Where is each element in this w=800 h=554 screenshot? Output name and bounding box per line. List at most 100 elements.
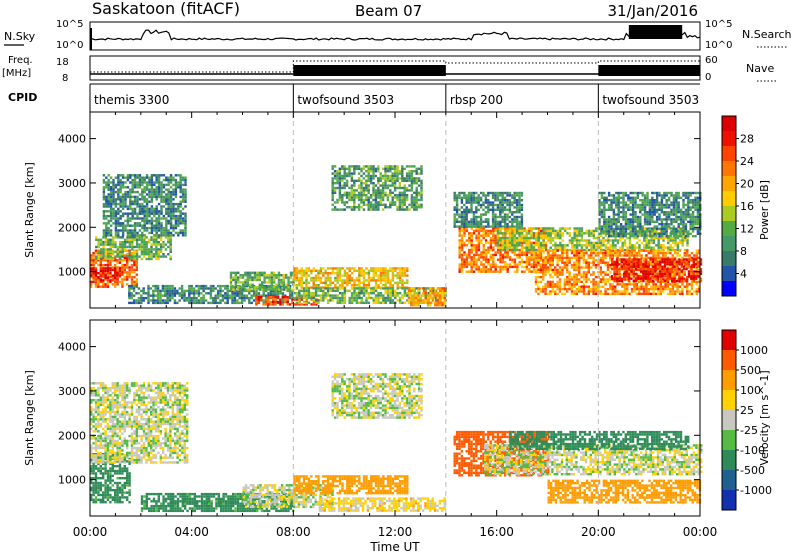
- data-cell: [472, 191, 476, 195]
- data-cell: [645, 236, 648, 240]
- data-cell: [561, 254, 564, 257]
- data-cell: [253, 274, 257, 277]
- data-cell: [165, 222, 168, 225]
- data-cell: [503, 246, 507, 249]
- data-cell: [109, 205, 113, 208]
- data-cell: [150, 198, 154, 201]
- data-cell: [360, 186, 363, 190]
- data-cell: [111, 257, 115, 261]
- data-cell: [475, 239, 478, 242]
- data-cell: [496, 244, 500, 247]
- data-cell: [224, 284, 227, 288]
- data-cell: [544, 256, 547, 260]
- data-cell: [487, 223, 490, 226]
- data-cell: [159, 238, 163, 241]
- data-cell: [590, 244, 593, 247]
- data-cell: [150, 257, 153, 261]
- data-cell: [515, 241, 519, 245]
- data-cell: [117, 212, 120, 215]
- data-cell: [566, 266, 569, 269]
- data-cell: [463, 220, 466, 223]
- data-cell: [123, 243, 127, 246]
- data-cell: [503, 213, 507, 216]
- data-cell: [558, 280, 562, 284]
- data-cell: [525, 260, 529, 264]
- data-cell: [513, 206, 516, 209]
- data-cell: [504, 256, 507, 259]
- data-cell: [148, 200, 151, 203]
- data-cell: [381, 196, 385, 199]
- data-cell: [279, 284, 282, 288]
- data-cell: [573, 232, 576, 235]
- data-cell: [386, 177, 390, 180]
- data-cell: [331, 296, 335, 300]
- data-cell: [338, 208, 342, 211]
- data-cell: [121, 241, 124, 244]
- data-cell: [152, 301, 155, 305]
- nsky-label: N.Sky: [4, 30, 36, 43]
- data-cell: [293, 279, 296, 282]
- data-cell: [453, 191, 456, 195]
- data-cell: [129, 188, 132, 191]
- data-cell: [441, 287, 444, 290]
- data-cell: [580, 244, 584, 247]
- data-cell: [119, 248, 122, 251]
- data-cell: [350, 194, 354, 197]
- data-cell: [121, 243, 124, 246]
- data-cell: [492, 258, 495, 261]
- cpid-segment-label: rbsp 200: [450, 93, 503, 107]
- data-cell: [515, 248, 519, 252]
- data-cell: [384, 203, 387, 206]
- data-cell: [346, 276, 349, 280]
- data-cell: [499, 239, 502, 242]
- data-cell: [121, 250, 124, 253]
- data-cell: [499, 268, 502, 271]
- data-cell: [643, 246, 646, 249]
- data-cell: [377, 194, 380, 197]
- data-cell: [582, 259, 586, 262]
- data-cell: [284, 300, 287, 304]
- data-cell: [393, 167, 397, 170]
- data-cell: [460, 270, 464, 273]
- data-cell: [145, 236, 148, 239]
- data-cell: [102, 210, 106, 213]
- data-cell: [407, 292, 411, 295]
- data-cell: [614, 287, 617, 291]
- data-cell: [216, 294, 220, 297]
- data-cell: [475, 211, 478, 214]
- data-cell: [117, 198, 120, 201]
- data-cell: [499, 229, 502, 233]
- data-cell: [511, 265, 514, 269]
- data-cell: [165, 219, 168, 223]
- data-cell: [518, 229, 521, 233]
- data-cell: [501, 258, 505, 261]
- data-cell: [410, 292, 413, 295]
- data-cell: [233, 289, 237, 293]
- data-cell: [133, 257, 136, 261]
- data-cell: [568, 285, 571, 288]
- data-cell: [568, 273, 571, 276]
- data-cell: [105, 186, 108, 189]
- data-cell: [420, 172, 423, 175]
- data-cell: [549, 241, 552, 245]
- data-cell: [305, 298, 308, 301]
- data-cell: [501, 206, 504, 209]
- data-cell: [145, 210, 149, 213]
- data-cell: [263, 276, 266, 279]
- data-cell: [544, 236, 548, 240]
- data-cell: [604, 249, 607, 252]
- data-cell: [527, 227, 531, 230]
- data-cell: [563, 251, 566, 255]
- data-cell: [391, 294, 395, 297]
- data-cell: [655, 234, 658, 237]
- data-cell: [145, 186, 149, 189]
- data-cell: [147, 257, 151, 261]
- data-cell: [494, 194, 497, 197]
- data-cell: [401, 170, 404, 173]
- data-cell: [410, 182, 414, 185]
- data-cell: [606, 278, 610, 281]
- data-cell: [169, 257, 172, 261]
- data-cell: [513, 241, 516, 245]
- data-cell: [542, 227, 545, 230]
